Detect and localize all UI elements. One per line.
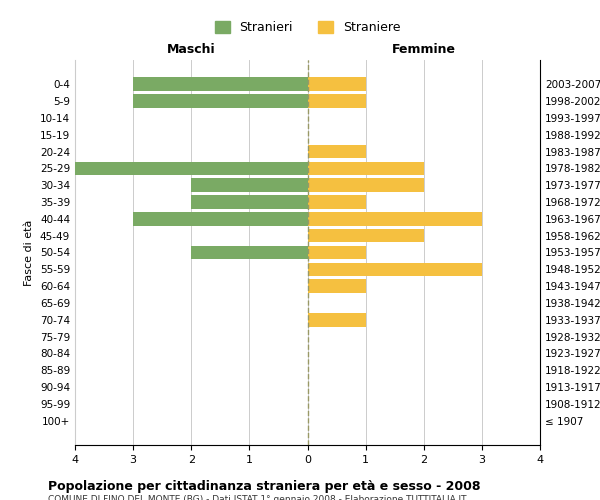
Bar xyxy=(133,94,308,108)
Legend: Stranieri, Straniere: Stranieri, Straniere xyxy=(209,16,406,39)
Bar xyxy=(308,246,365,259)
Bar xyxy=(308,78,365,91)
Bar xyxy=(308,94,365,108)
Bar xyxy=(308,162,424,175)
Y-axis label: Fasce di età: Fasce di età xyxy=(25,220,34,286)
Bar xyxy=(133,212,308,226)
Bar xyxy=(191,246,308,259)
Text: Femmine: Femmine xyxy=(392,43,456,56)
Bar xyxy=(308,212,482,226)
Bar xyxy=(308,313,365,326)
Text: COMUNE DI FINO DEL MONTE (BG) - Dati ISTAT 1° gennaio 2008 - Elaborazione TUTTIT: COMUNE DI FINO DEL MONTE (BG) - Dati IST… xyxy=(48,495,467,500)
Text: Popolazione per cittadinanza straniera per età e sesso - 2008: Popolazione per cittadinanza straniera p… xyxy=(48,480,481,493)
Bar xyxy=(308,196,365,209)
Bar xyxy=(308,178,424,192)
Bar xyxy=(75,162,308,175)
Bar xyxy=(133,78,308,91)
Bar xyxy=(308,262,482,276)
Text: Maschi: Maschi xyxy=(167,43,215,56)
Bar xyxy=(191,196,308,209)
Bar xyxy=(191,178,308,192)
Bar xyxy=(308,229,424,242)
Bar xyxy=(308,145,365,158)
Bar xyxy=(308,280,365,293)
